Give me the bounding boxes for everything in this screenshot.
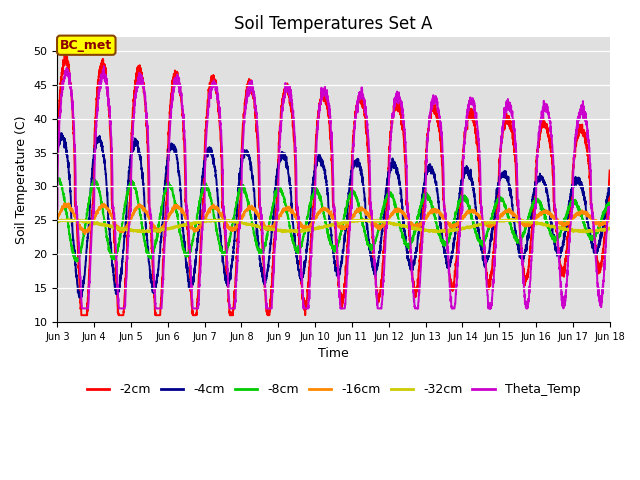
Y-axis label: Soil Temperature (C): Soil Temperature (C)	[15, 115, 28, 244]
-4cm	[77, 295, 85, 300]
-16cm	[54, 216, 61, 221]
-32cm	[554, 226, 561, 231]
Line: -32cm: -32cm	[58, 219, 610, 232]
-4cm	[208, 150, 216, 156]
Theta_Temp	[78, 306, 86, 312]
-8cm	[605, 202, 613, 208]
-4cm	[554, 249, 561, 255]
-32cm	[445, 229, 452, 235]
-32cm	[606, 225, 614, 231]
-4cm	[54, 147, 61, 153]
Theta_Temp	[208, 81, 216, 87]
-16cm	[65, 200, 72, 206]
Theta_Temp	[606, 204, 614, 210]
-2cm	[172, 71, 180, 76]
-32cm	[397, 223, 404, 228]
-4cm	[388, 160, 396, 166]
-8cm	[554, 233, 561, 239]
-8cm	[54, 175, 62, 181]
-32cm	[509, 216, 516, 222]
-8cm	[72, 259, 80, 264]
-4cm	[606, 184, 614, 190]
Title: Soil Temperatures Set A: Soil Temperatures Set A	[234, 15, 433, 33]
-2cm	[77, 312, 85, 318]
-16cm	[172, 204, 180, 210]
Theta_Temp	[54, 206, 61, 212]
Line: -4cm: -4cm	[58, 133, 610, 298]
-2cm	[388, 118, 396, 123]
Text: BC_met: BC_met	[60, 39, 113, 52]
-16cm	[81, 231, 89, 237]
-32cm	[172, 224, 180, 230]
Theta_Temp	[388, 125, 396, 131]
Theta_Temp	[605, 205, 613, 211]
-2cm	[605, 171, 613, 177]
-2cm	[54, 136, 61, 142]
-4cm	[58, 131, 65, 136]
Line: -2cm: -2cm	[58, 54, 610, 315]
Theta_Temp	[100, 63, 108, 69]
-32cm	[605, 226, 613, 232]
-16cm	[388, 211, 396, 216]
-4cm	[397, 191, 405, 196]
Legend: -2cm, -4cm, -8cm, -16cm, -32cm, Theta_Temp: -2cm, -4cm, -8cm, -16cm, -32cm, Theta_Te…	[81, 378, 586, 401]
-4cm	[172, 151, 180, 157]
Line: Theta_Temp: Theta_Temp	[58, 66, 610, 309]
Theta_Temp	[554, 235, 561, 241]
Theta_Temp	[172, 78, 180, 84]
-32cm	[387, 220, 395, 226]
-2cm	[208, 79, 216, 84]
-2cm	[397, 110, 405, 116]
-16cm	[208, 204, 216, 210]
-8cm	[172, 208, 180, 214]
-4cm	[605, 187, 613, 192]
-32cm	[208, 217, 216, 223]
-16cm	[554, 217, 561, 223]
-2cm	[606, 168, 614, 173]
X-axis label: Time: Time	[318, 347, 349, 360]
-16cm	[605, 216, 613, 221]
-8cm	[54, 178, 61, 183]
-16cm	[606, 215, 614, 220]
-8cm	[606, 201, 614, 207]
-8cm	[388, 191, 396, 197]
Line: -8cm: -8cm	[58, 178, 610, 262]
Line: -16cm: -16cm	[58, 203, 610, 234]
-8cm	[397, 227, 405, 232]
-8cm	[208, 201, 216, 206]
-16cm	[397, 208, 405, 214]
-2cm	[61, 51, 68, 57]
-2cm	[554, 235, 561, 240]
-32cm	[54, 218, 61, 224]
Theta_Temp	[397, 103, 405, 108]
